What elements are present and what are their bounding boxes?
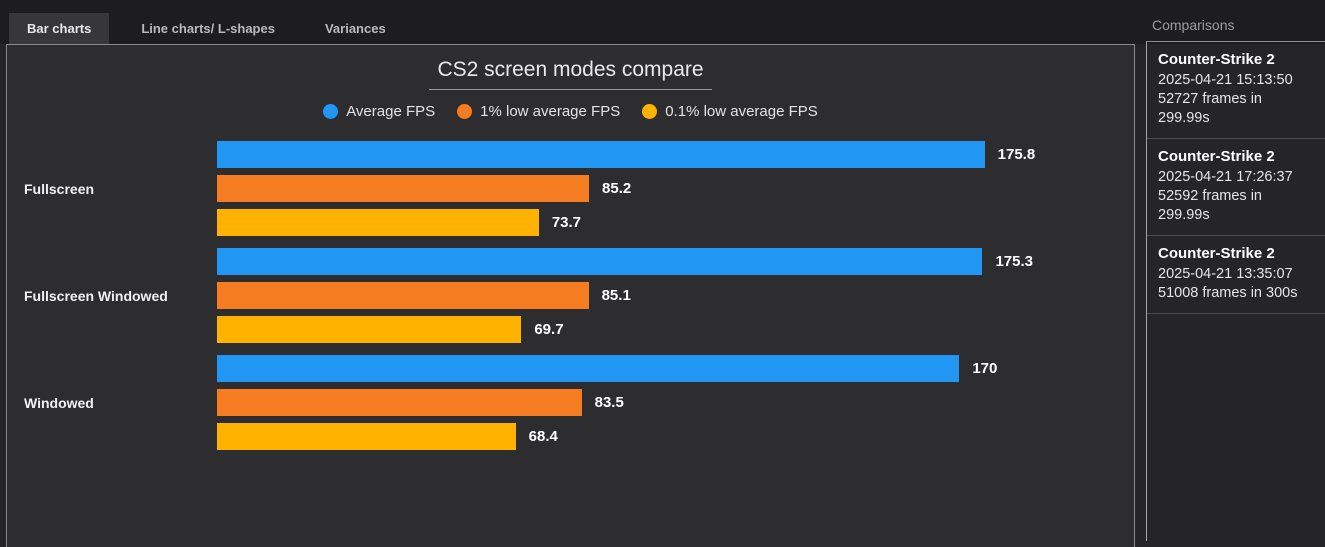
chart-title-wrap: CS2 screen modes compare [7, 58, 1134, 90]
bar-value-label: 175.3 [995, 253, 1034, 270]
comparison-record-1[interactable]: Counter-Strike 2 2025-04-21 15:13:50 52727… [1147, 42, 1325, 139]
bar-1 [217, 355, 960, 382]
bar-value-label: 175.8 [997, 146, 1036, 163]
bar-row: 85.1 [217, 282, 1134, 309]
category-label: Fullscreen [24, 180, 95, 197]
chart-title: CS2 screen modes compare [429, 58, 712, 90]
legend-swatch-icon [457, 104, 473, 119]
comparison-record-detail: 52592 frames in [1158, 188, 1262, 204]
tab-bar: Bar charts Line charts/ L-shapes Varianc… [0, 0, 1325, 44]
bar-1 [217, 248, 983, 275]
legend-item-3[interactable]: 0.1% low average FPS [642, 103, 818, 120]
bar-value-label: 85.2 [602, 180, 632, 197]
comparison-record-detail: 52727 frames in [1158, 91, 1262, 107]
legend-item-1[interactable]: Average FPS [323, 103, 435, 120]
comparison-record-detail: 299.99s [1158, 110, 1210, 126]
chart-legend: Average FPS 1% low average FPS 0.1% low av… [7, 103, 1134, 120]
bar-row: 175.8 [217, 141, 1134, 168]
bar-group-1: Fullscreen 175.8 85.2 73.7 [7, 141, 1134, 236]
bar-stack: 175.8 85.2 73.7 [217, 141, 1134, 236]
bar-1 [217, 141, 985, 168]
legend-swatch-icon [323, 104, 339, 119]
bar-chart-panel: CS2 screen modes compare Average FPS 1% l… [6, 44, 1135, 547]
legend-label: 1% low average FPS [480, 103, 621, 120]
tab-variances[interactable]: Variances [324, 21, 386, 36]
bar-value-label: 85.1 [601, 287, 631, 304]
bar-2 [217, 282, 589, 309]
bar-value-label: 83.5 [594, 394, 624, 411]
bar-value-label: 69.7 [534, 321, 564, 338]
tab-line-charts-l-shapes[interactable]: Line charts/ L-shapes [141, 21, 275, 36]
comparison-record-detail: 2025-04-21 17:26:37 [1158, 169, 1293, 185]
bar-group-2: Fullscreen Windowed 175.3 85.1 69.7 [7, 248, 1134, 343]
comparison-record-detail: 2025-04-21 13:35:07 [1158, 266, 1293, 282]
comparison-record-3[interactable]: Counter-Strike 2 2025-04-21 13:35:07 51008… [1147, 236, 1325, 314]
category-label: Windowed [24, 394, 94, 411]
bar-row: 73.7 [217, 209, 1134, 236]
comparison-record-2[interactable]: Counter-Strike 2 2025-04-21 17:26:37 52592… [1147, 139, 1325, 236]
bar-stack: 170 83.5 68.4 [217, 355, 1134, 450]
category-label: Fullscreen Windowed [24, 287, 168, 304]
comparison-record-detail: 299.99s [1158, 207, 1210, 223]
bar-3 [217, 316, 522, 343]
comparison-record-detail: 51008 frames in 300s [1158, 285, 1298, 301]
comparison-record-title: Counter-Strike 2 [1158, 245, 1275, 262]
bar-2 [217, 175, 590, 202]
bar-3 [217, 423, 516, 450]
bar-plot: Fullscreen 175.8 85.2 73.7 Fullscreen Window… [7, 141, 1134, 450]
legend-item-2[interactable]: 1% low average FPS [457, 103, 620, 120]
bar-group-3: Windowed 170 83.5 68.4 [7, 355, 1134, 450]
comparisons-list: Counter-Strike 2 2025-04-21 15:13:50 52727… [1146, 42, 1325, 541]
bar-3 [217, 209, 539, 236]
bar-row: 83.5 [217, 389, 1134, 416]
bar-row: 170 [217, 355, 1134, 382]
comparison-record-title: Counter-Strike 2 [1158, 148, 1275, 165]
tab-bar-charts[interactable]: Bar charts [9, 13, 110, 44]
bar-value-label: 73.7 [551, 214, 582, 231]
bar-2 [217, 389, 582, 416]
bar-stack: 175.3 85.1 69.7 [217, 248, 1134, 343]
comparisons-header: Comparisons [1146, 0, 1325, 42]
legend-label: 0.1% low average FPS [665, 103, 818, 120]
bar-row: 69.7 [217, 316, 1134, 343]
bar-row: 68.4 [217, 423, 1134, 450]
bar-row: 175.3 [217, 248, 1134, 275]
legend-swatch-icon [642, 104, 658, 119]
comparisons-sidebar: Comparisons Counter-Strike 2 2025-04-21 1… [1146, 0, 1325, 547]
comparison-record-title: Counter-Strike 2 [1158, 51, 1275, 68]
bar-value-label: 68.4 [528, 428, 558, 445]
legend-label: Average FPS [346, 103, 436, 120]
bar-row: 85.2 [217, 175, 1134, 202]
bar-value-label: 170 [972, 360, 998, 377]
comparison-record-detail: 2025-04-21 15:13:50 [1158, 72, 1293, 88]
